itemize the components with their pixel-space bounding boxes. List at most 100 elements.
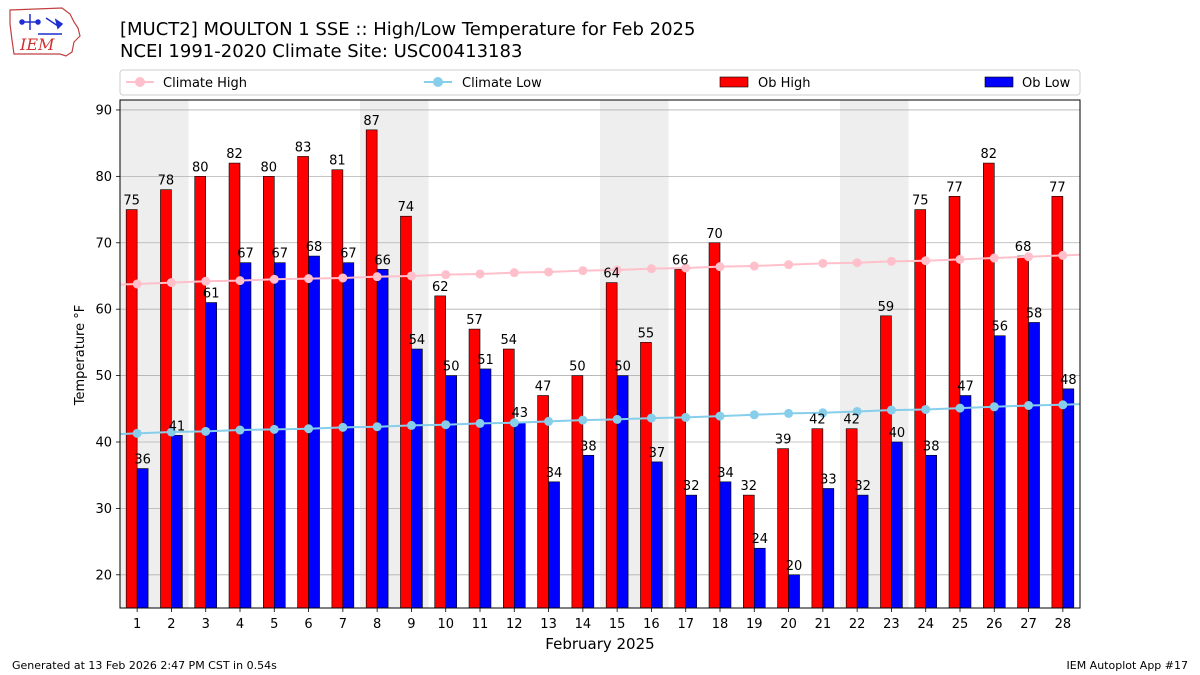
ob-low-bar xyxy=(239,262,252,609)
x-tick-label: 8 xyxy=(373,617,381,632)
climate-low-point xyxy=(1024,400,1034,410)
ob-high-bar xyxy=(983,162,995,609)
x-tick-label: 11 xyxy=(472,617,489,632)
x-tick-label: 5 xyxy=(270,617,278,632)
ob-high-value-label: 50 xyxy=(569,360,586,375)
x-tick-label: 7 xyxy=(339,617,347,632)
ob-high-value-label: 78 xyxy=(158,174,175,189)
ob-high-value-label: 55 xyxy=(638,326,655,341)
climate-high-point xyxy=(818,258,828,268)
ob-low-value-label: 41 xyxy=(169,419,186,434)
footer-app-id: IEM Autoplot App #17 xyxy=(1066,659,1189,672)
ob-high-value-label: 81 xyxy=(329,154,346,169)
ob-high-bar xyxy=(845,428,858,609)
climate-low-point xyxy=(955,403,965,413)
climate-high-point xyxy=(1058,250,1068,260)
ob-low-value-label: 61 xyxy=(203,287,220,302)
legend-entry-climate-high: Climate High xyxy=(126,76,247,91)
climate-low-point xyxy=(646,413,656,423)
ob-high-value-label: 80 xyxy=(192,160,209,175)
x-tick-label: 21 xyxy=(815,617,832,632)
x-tick-label: 19 xyxy=(746,617,763,632)
x-tick-label: 4 xyxy=(236,617,244,632)
climate-high-point xyxy=(475,269,485,279)
climate-high-point xyxy=(509,268,519,278)
footer-generated: Generated at 13 Feb 2026 2:47 PM CST in … xyxy=(12,659,277,672)
ob-low-bar xyxy=(273,262,286,609)
ob-low-value-label: 58 xyxy=(1026,306,1043,321)
y-tick-label: 50 xyxy=(95,369,112,384)
climate-low-point xyxy=(406,420,416,430)
x-tick-label: 13 xyxy=(540,617,557,632)
ob-low-value-label: 43 xyxy=(511,406,528,421)
climate-high-point xyxy=(612,265,622,275)
x-tick-label: 24 xyxy=(917,617,934,632)
x-tick-label: 10 xyxy=(437,617,454,632)
ob-low-bar xyxy=(411,348,423,609)
ob-high-value-label: 47 xyxy=(535,380,552,395)
ob-low-value-label: 67 xyxy=(340,247,357,262)
ob-low-value-label: 20 xyxy=(786,559,803,574)
climate-high-point xyxy=(646,264,656,274)
climate-high-point xyxy=(989,253,999,263)
ob-low-value-label: 38 xyxy=(580,439,597,454)
ob-low-bar xyxy=(651,461,663,609)
plot-area: 2030405060708090753678418061826780678368… xyxy=(95,99,1081,632)
ob-low-bar xyxy=(376,269,389,609)
climate-low-point xyxy=(372,422,382,432)
ob-low-value-label: 48 xyxy=(1060,373,1077,388)
chart-title-line2: NCEI 1991-2020 Climate Site: USC00413183 xyxy=(120,41,522,62)
climate-low-point xyxy=(201,426,211,436)
ob-low-bar xyxy=(616,375,629,609)
ob-low-value-label: 67 xyxy=(271,247,288,262)
climate-high-point xyxy=(852,258,862,268)
x-tick-label: 20 xyxy=(780,617,797,632)
climate-low-point xyxy=(612,414,622,424)
ob-low-bar xyxy=(445,375,457,609)
x-tick-label: 26 xyxy=(986,617,1003,632)
climate-low-point xyxy=(544,416,554,426)
legend-label-ob-high: Ob High xyxy=(758,76,811,91)
climate-low-point xyxy=(852,406,862,416)
ob-high-bar xyxy=(434,295,447,609)
y-tick-label: 80 xyxy=(95,170,112,185)
ob-high-value-label: 66 xyxy=(672,253,689,268)
weather-station-icon xyxy=(19,14,64,35)
legend-entry-ob-high: Ob High xyxy=(719,76,811,91)
ob-high-bar xyxy=(777,448,789,609)
x-tick-label: 2 xyxy=(167,617,175,632)
climate-high-point xyxy=(955,254,965,264)
climate-high-point xyxy=(715,262,725,272)
climate-high-line-extension xyxy=(1062,253,1081,257)
ob-high-value-label: 59 xyxy=(878,300,895,315)
climate-high-point xyxy=(886,256,896,266)
ob-high-value-label: 64 xyxy=(603,267,620,282)
ob-high-value-label: 42 xyxy=(809,413,826,428)
ob-high-bar xyxy=(228,162,241,609)
climate-low-point xyxy=(166,427,176,437)
climate-low-point xyxy=(921,404,931,414)
ob-high-bar xyxy=(194,176,207,609)
ob-high-value-label: 77 xyxy=(946,180,963,195)
ob-high-bar xyxy=(605,282,618,609)
legend: Climate High Climate Low Ob High Ob Low xyxy=(119,69,1081,96)
ob-high-value-label: 75 xyxy=(123,194,140,209)
climate-low-point xyxy=(784,408,794,418)
climate-high-point xyxy=(1024,252,1034,262)
x-tick-label: 14 xyxy=(575,617,592,632)
ob-high-bar xyxy=(880,315,892,609)
x-tick-label: 9 xyxy=(407,617,415,632)
ob-high-value-label: 74 xyxy=(398,200,415,215)
climate-high-point xyxy=(406,271,416,281)
climate-low-point xyxy=(475,418,485,428)
ob-high-value-label: 68 xyxy=(1015,240,1032,255)
ob-low-bar xyxy=(171,435,183,609)
ob-high-value-label: 75 xyxy=(912,194,929,209)
ob-high-bar xyxy=(708,242,721,609)
climate-high-point xyxy=(441,270,451,280)
y-tick-label: 70 xyxy=(95,236,112,251)
ob-low-bar xyxy=(925,454,937,609)
ob-low-bar xyxy=(342,262,355,609)
x-tick-label: 1 xyxy=(133,617,141,632)
ob-low-value-label: 34 xyxy=(717,466,734,481)
